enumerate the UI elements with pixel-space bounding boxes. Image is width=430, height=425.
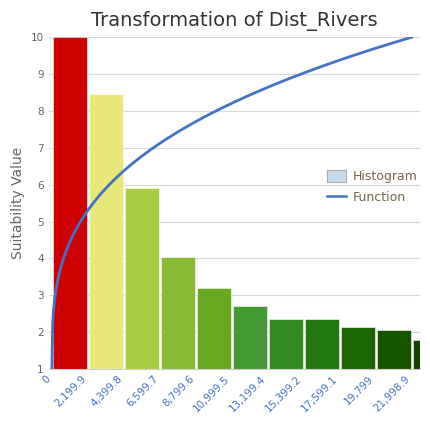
Bar — [160, 257, 194, 369]
Y-axis label: Suitability Value: Suitability Value — [11, 147, 25, 259]
Bar — [340, 327, 374, 369]
Bar — [376, 330, 410, 369]
Bar — [53, 37, 87, 369]
Title: Transformation of Dist_Rivers: Transformation of Dist_Rivers — [91, 11, 377, 31]
Bar — [304, 319, 338, 369]
Bar — [268, 319, 302, 369]
Bar — [125, 188, 159, 369]
Bar — [196, 288, 230, 369]
Bar — [232, 306, 266, 369]
Bar — [412, 340, 430, 369]
Bar — [89, 94, 123, 369]
Legend: Histogram, Function: Histogram, Function — [327, 170, 416, 204]
